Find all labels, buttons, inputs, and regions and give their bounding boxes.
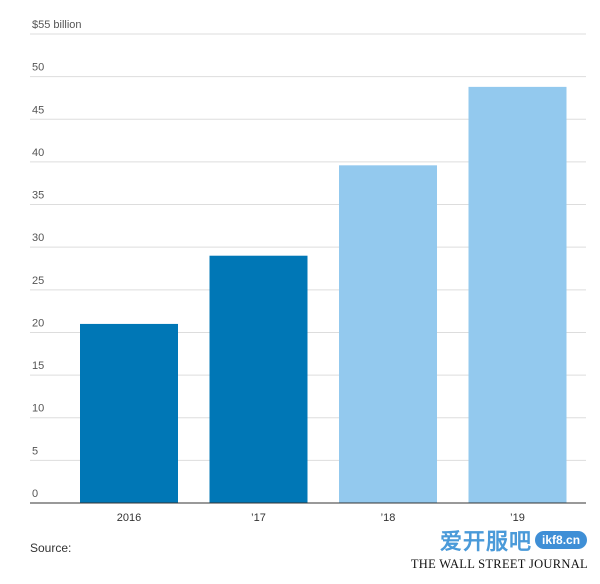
y-tick-label: 0 — [32, 488, 38, 500]
x-tick-label: ’18 — [381, 512, 396, 524]
y-tick-label: 5 — [32, 445, 38, 457]
y-tick-label: 35 — [32, 190, 44, 202]
watermark-logo: 爱开服吧 ikf8.cn — [440, 526, 590, 555]
bar-2 — [209, 255, 308, 503]
source-note: Source: — [30, 541, 72, 555]
x-tick-label: 2016 — [117, 512, 141, 524]
bar-3 — [339, 165, 437, 503]
bar-1 — [80, 323, 178, 503]
x-tick-label: ’17 — [251, 512, 266, 524]
bars — [80, 86, 567, 504]
y-tick-label: 40 — [32, 147, 44, 159]
y-tick-label: 50 — [32, 62, 44, 74]
y-tick-label: 20 — [32, 317, 44, 329]
tick-labels: 0 5 10 15 20 25 30 35 40 45 50 $55 billion 2016 ’17 ’1… — [32, 19, 525, 524]
y-tick-label: 30 — [32, 232, 44, 244]
publisher-logo: THE WALL STREET JOURNAL — [410, 557, 588, 571]
watermark-site-badge: ikf8.cn — [535, 531, 588, 549]
watermark-cn-text: 爱开服吧 — [440, 530, 533, 555]
x-tick-label: ’19 — [510, 512, 525, 524]
y-tick-label: 25 — [32, 275, 44, 287]
y-tick-label: 10 — [32, 403, 44, 415]
bar-4 — [468, 86, 567, 504]
y-tick-label: $55 billion — [32, 19, 82, 31]
y-tick-label: 45 — [32, 104, 44, 116]
y-tick-label: 15 — [32, 360, 44, 372]
